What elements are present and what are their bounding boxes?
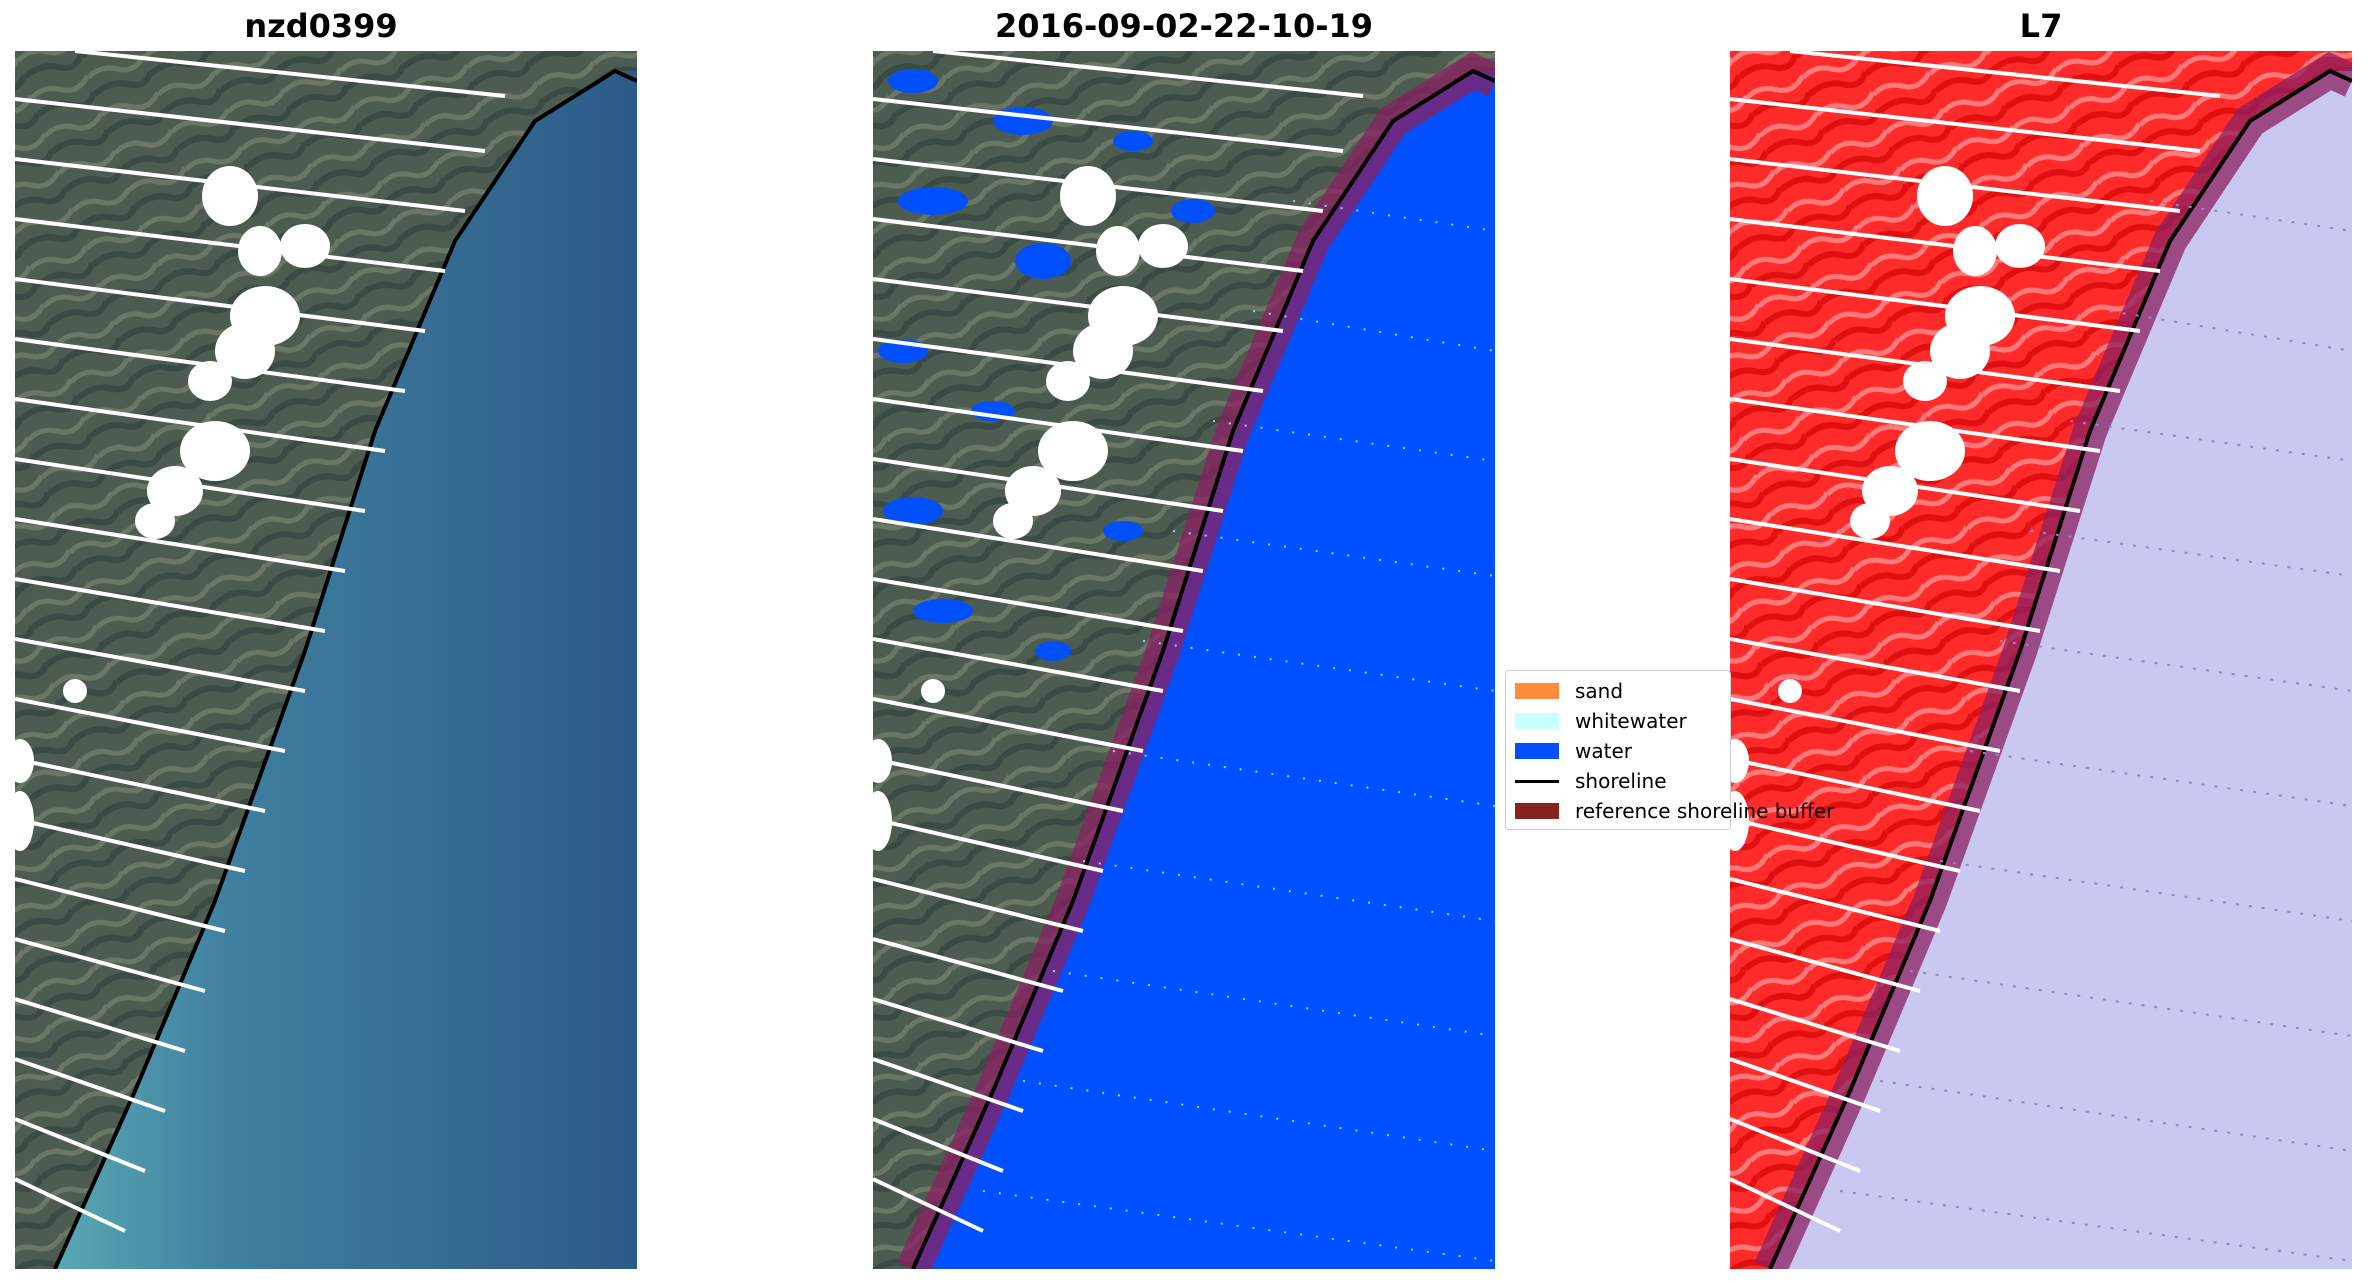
rgb-satellite-image — [15, 51, 637, 1269]
legend: sand whitewater water shoreline referenc… — [1505, 670, 1834, 830]
legend-item-water: water — [1515, 737, 1632, 765]
legend-label-reference-buffer: reference shoreline buffer — [1575, 799, 1835, 823]
legend-item-whitewater: whitewater — [1515, 707, 1687, 735]
mndwi-image-panel — [1730, 51, 2352, 1269]
panel-title-3: L7 — [2019, 7, 2063, 45]
legend-item-shoreline: shoreline — [1515, 767, 1667, 795]
legend-label-water: water — [1575, 739, 1632, 763]
scan-line-gaps — [1730, 51, 2221, 1233]
cloud-mask-patches — [1730, 166, 2045, 851]
legend-label-whitewater: whitewater — [1575, 709, 1687, 733]
shoreline-line-swatch — [1515, 779, 1559, 783]
mndwi-satellite-image — [1730, 51, 2352, 1269]
sea-scan-dots — [982, 200, 1495, 1262]
reference-buffer-swatch — [1515, 803, 1559, 819]
inland-water-pixels — [878, 69, 1215, 661]
rgb-image-panel — [15, 51, 637, 1269]
classified-satellite-image — [873, 51, 1495, 1269]
water-swatch — [1515, 743, 1559, 759]
legend-label-sand: sand — [1575, 679, 1624, 703]
legend-item-sand: sand — [1515, 677, 1623, 705]
sand-swatch — [1515, 683, 1559, 699]
classified-image-panel — [873, 51, 1495, 1269]
legend-label-shoreline: shoreline — [1575, 769, 1667, 793]
panel-title-1: nzd0399 — [244, 7, 398, 45]
legend-item-reference-buffer: reference shoreline buffer — [1515, 797, 1834, 825]
cloud-mask-patches — [873, 166, 1188, 851]
sea-scan-dots — [1839, 200, 2352, 1262]
whitewater-swatch — [1515, 713, 1559, 729]
cloud-mask-patches — [15, 166, 330, 851]
panel-title-2: 2016-09-02-22-10-19 — [994, 7, 1374, 45]
